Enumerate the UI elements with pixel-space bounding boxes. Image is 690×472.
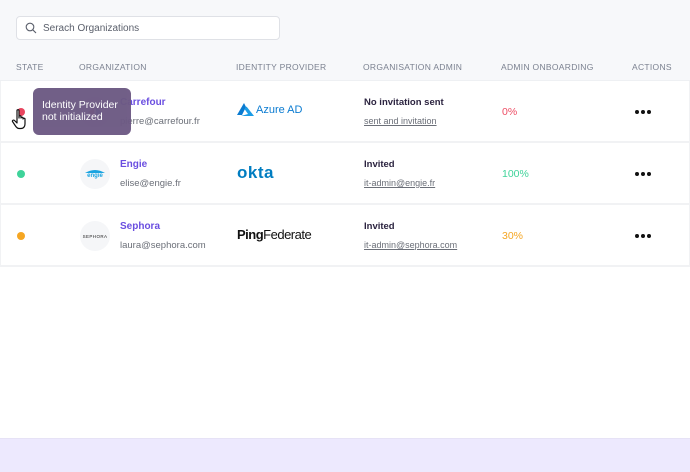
onboarding-percent: 30%: [502, 230, 524, 242]
idp-logo-pingfederate: Ping Federate: [237, 227, 312, 242]
org-email: pierre@carrefour.fr: [120, 116, 200, 127]
more-actions-button[interactable]: [635, 167, 651, 181]
idp-name-bold: Ping: [237, 227, 264, 242]
search-icon: [25, 22, 37, 34]
dot-icon: [647, 234, 651, 238]
more-actions-button[interactable]: [635, 229, 651, 243]
organizations-table: Carrefour pierre@carrefour.fr Azure AD N…: [0, 80, 690, 267]
dot-icon: [647, 172, 651, 176]
org-logo: SEPHORA: [80, 221, 110, 251]
column-header-admin-onboarding: ADMIN ONBOARDING: [501, 62, 594, 72]
idp-name: okta: [237, 163, 274, 182]
admin-email-link[interactable]: it-admin@sephora.com: [364, 240, 458, 250]
state-indicator-green[interactable]: [17, 170, 25, 178]
org-name[interactable]: Carrefour: [120, 97, 166, 108]
org-email: laura@sephora.com: [120, 240, 206, 251]
column-header-organisation-admin: ORGANISATION ADMIN: [363, 62, 463, 72]
org-name[interactable]: Sephora: [120, 221, 161, 232]
footer-bar: [0, 438, 690, 472]
more-actions-button[interactable]: [635, 105, 651, 119]
org-name[interactable]: Engie: [120, 159, 148, 170]
tooltip-line-1: Identity Provider: [42, 99, 118, 111]
dot-icon: [641, 110, 645, 114]
admin-status: Invited: [364, 159, 395, 170]
send-invitation-link[interactable]: sent and invitation: [364, 116, 437, 126]
idp-name: Azure AD: [256, 103, 303, 116]
tooltip-line-2: not initialized: [42, 111, 103, 123]
table-row[interactable]: engie Engie elise@engie.fr okta Invited …: [0, 143, 690, 205]
idp-logo-okta: okta: [237, 163, 274, 183]
dot-icon: [641, 172, 645, 176]
idp-name-light: Federate: [263, 227, 312, 242]
state-indicator-red[interactable]: [17, 108, 25, 116]
dot-icon: [647, 110, 651, 114]
search-input[interactable]: [43, 22, 263, 34]
column-header-identity-provider: IDENTITY PROVIDER: [236, 62, 327, 72]
hand-pointer-cursor-icon: [11, 109, 26, 130]
table-row[interactable]: SEPHORA Sephora laura@sephora.com Ping F…: [0, 205, 690, 267]
admin-status: Invited: [364, 221, 395, 232]
onboarding-percent: 100%: [502, 168, 529, 180]
dot-icon: [641, 234, 645, 238]
state-indicator-orange[interactable]: [17, 232, 25, 240]
org-logo-text: SEPHORA: [82, 233, 108, 239]
column-header-organization: ORGANIZATION: [79, 62, 147, 72]
azure-icon: [237, 103, 254, 116]
onboarding-percent: 0%: [502, 106, 518, 118]
search-box[interactable]: [16, 16, 280, 40]
dot-icon: [635, 110, 639, 114]
dot-icon: [635, 234, 639, 238]
state-tooltip: Identity Provider not initialized: [33, 88, 131, 135]
org-email: elise@engie.fr: [120, 178, 181, 189]
org-logo-text: engie: [87, 173, 103, 179]
org-logo: engie: [80, 159, 110, 189]
admin-status: No invitation sent: [364, 97, 444, 108]
idp-logo-azure: Azure AD: [237, 103, 302, 116]
toolbar-area: STATE ORGANIZATION IDENTITY PROVIDER ORG…: [0, 0, 690, 80]
dot-icon: [635, 172, 639, 176]
admin-email-link[interactable]: it-admin@engie.fr: [364, 178, 436, 188]
column-header-state: STATE: [16, 62, 44, 72]
column-header-actions: ACTIONS: [632, 62, 672, 72]
